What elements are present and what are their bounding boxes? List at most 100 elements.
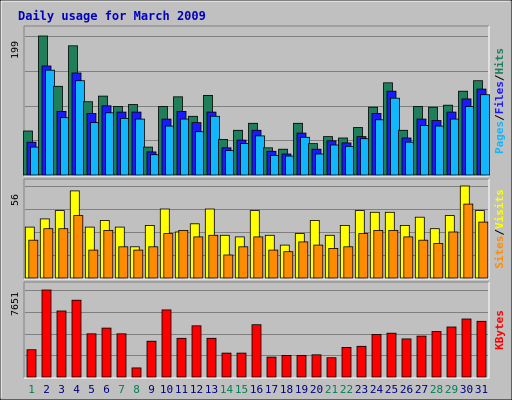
x-tick-label-day-22: 22 <box>340 383 353 396</box>
bar-kbytes-day-12 <box>191 325 202 378</box>
legend-hits-files-pages: Pages/Files/Hits <box>493 48 506 154</box>
bar-sites-day-16 <box>253 236 264 279</box>
x-tick-label-day-18: 18 <box>280 383 293 396</box>
bar-sites-day-13 <box>208 234 219 279</box>
bar-sites-day-17 <box>268 249 279 279</box>
bar-kbytes-day-27 <box>416 335 427 378</box>
bar-kbytes-day-30 <box>461 318 472 378</box>
legend-entry-sites: Sites <box>493 236 506 269</box>
x-tick-label-day-21: 21 <box>325 383 338 396</box>
bar-sites-day-5 <box>88 249 99 279</box>
bar-sites-day-29 <box>448 231 459 279</box>
bar-sites-day-21 <box>328 247 339 279</box>
bar-kbytes-day-1 <box>26 349 37 378</box>
chart-title: Daily usage for March 2009 <box>18 9 206 23</box>
bar-kbytes-day-9 <box>146 340 157 378</box>
x-tick-label-day-23: 23 <box>355 383 368 396</box>
bar-sites-day-1 <box>28 239 39 279</box>
bar-kbytes-day-13 <box>206 337 217 378</box>
bar-sites-day-22 <box>343 246 354 279</box>
x-tick-label-day-25: 25 <box>385 383 398 396</box>
bar-sites-day-4 <box>73 215 84 279</box>
bar-sites-day-28 <box>433 243 444 279</box>
bar-sites-day-8 <box>133 249 144 279</box>
bar-kbytes-day-17 <box>266 356 277 378</box>
x-tick-label-day-27: 27 <box>415 383 428 396</box>
bar-kbytes-day-15 <box>236 352 247 378</box>
bar-sites-day-2 <box>43 228 54 279</box>
x-tick-label-day-5: 5 <box>88 383 95 396</box>
bar-kbytes-day-28 <box>431 331 442 378</box>
bar-sites-day-23 <box>358 233 369 279</box>
x-tick-label-day-26: 26 <box>400 383 413 396</box>
bar-sites-day-14 <box>223 254 234 279</box>
bar-sites-day-26 <box>403 236 414 279</box>
bar-sites-day-18 <box>283 251 294 279</box>
bar-sites-day-24 <box>373 229 384 279</box>
x-tick-label-day-7: 7 <box>118 383 125 396</box>
bar-sites-day-25 <box>388 229 399 279</box>
x-tick-label-day-2: 2 <box>43 383 50 396</box>
bar-kbytes-day-20 <box>311 354 322 378</box>
y-max-label-hits-files-pages: 199 <box>10 41 21 59</box>
legend-separator: / <box>493 74 506 81</box>
legend-visits-sites: Sites/Visits <box>493 189 506 269</box>
x-tick-label-day-3: 3 <box>58 383 65 396</box>
bar-sites-day-31 <box>478 221 489 279</box>
bar-kbytes-day-21 <box>326 357 337 378</box>
x-tick-label-day-24: 24 <box>370 383 384 396</box>
bar-kbytes-day-16 <box>251 324 262 378</box>
legend-entry-files: Files <box>493 81 506 114</box>
x-tick-label-day-14: 14 <box>220 383 234 396</box>
legend-separator: / <box>493 229 506 236</box>
bar-sites-day-3 <box>58 228 69 279</box>
x-tick-label-day-31: 31 <box>475 383 488 396</box>
bar-kbytes-day-3 <box>56 310 67 378</box>
bar-sites-day-15 <box>238 246 249 279</box>
x-tick-label-day-28: 28 <box>430 383 443 396</box>
bar-kbytes-day-5 <box>86 333 97 378</box>
bar-pages-day-31 <box>480 94 490 176</box>
legend-kbytes: KBytes <box>493 310 506 350</box>
bar-kbytes-day-31 <box>476 320 487 378</box>
x-tick-label-day-9: 9 <box>148 383 155 396</box>
bar-kbytes-day-22 <box>341 346 352 378</box>
x-tick-label-day-15: 15 <box>235 383 248 396</box>
legend-entry-hits: Hits <box>493 48 506 75</box>
x-tick-label-day-12: 12 <box>190 383 203 396</box>
y-max-label-visits-sites: 56 <box>10 194 21 206</box>
bar-sites-day-10 <box>163 233 174 279</box>
x-tick-label-day-16: 16 <box>250 383 263 396</box>
x-tick-label-day-11: 11 <box>175 383 188 396</box>
x-tick-label-day-20: 20 <box>310 383 323 396</box>
bar-sites-day-12 <box>193 236 204 279</box>
bar-kbytes-day-29 <box>446 326 457 378</box>
bar-kbytes-day-23 <box>356 345 367 378</box>
bar-sites-day-7 <box>118 246 129 279</box>
legend-entry-visits: Visits <box>493 189 506 229</box>
bar-sites-day-9 <box>148 246 159 279</box>
x-tick-label-day-8: 8 <box>133 383 140 396</box>
x-tick-label-day-4: 4 <box>73 383 80 396</box>
bar-sites-day-30 <box>463 203 474 279</box>
bar-kbytes-day-10 <box>161 309 172 378</box>
bar-sites-day-19 <box>298 241 309 279</box>
bar-kbytes-day-8 <box>131 367 142 378</box>
legend-separator: / <box>493 114 506 121</box>
x-tick-label-day-10: 10 <box>160 383 173 396</box>
bar-kbytes-day-14 <box>221 352 232 378</box>
bar-kbytes-day-19 <box>296 354 307 378</box>
bar-sites-day-20 <box>313 244 324 279</box>
x-tick-label-day-30: 30 <box>460 383 473 396</box>
x-tick-label-day-6: 6 <box>103 383 110 396</box>
x-tick-label-day-29: 29 <box>445 383 458 396</box>
bar-sites-day-27 <box>418 239 429 279</box>
bar-kbytes-day-11 <box>176 337 187 378</box>
x-tick-label-day-13: 13 <box>205 383 218 396</box>
bar-kbytes-day-2 <box>41 289 52 378</box>
bar-kbytes-day-24 <box>371 333 382 378</box>
x-tick-label-day-19: 19 <box>295 383 308 396</box>
x-tick-label-day-17: 17 <box>265 383 278 396</box>
